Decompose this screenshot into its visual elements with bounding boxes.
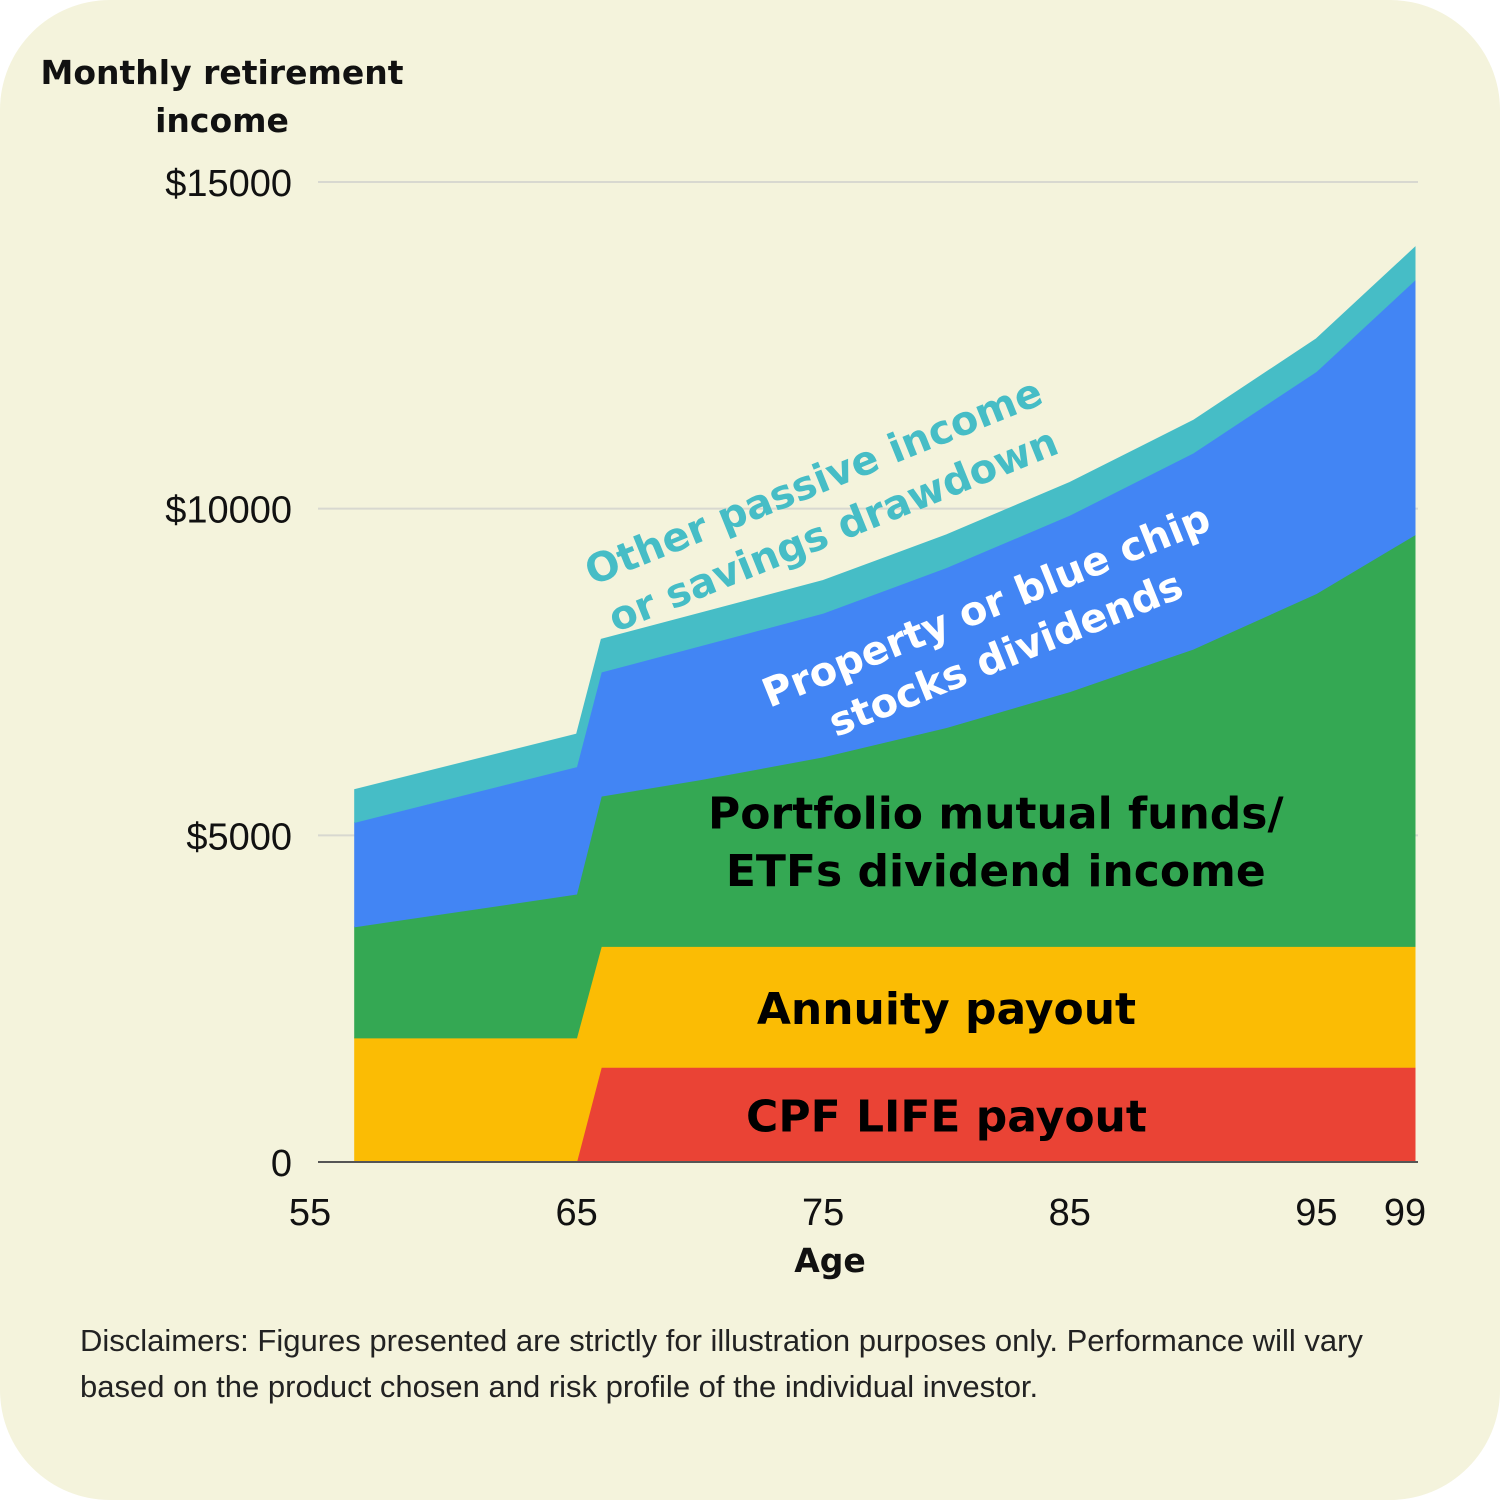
area-label-line: ETFs dividend income xyxy=(726,846,1266,897)
area-layer xyxy=(354,246,1416,1163)
y-tick-label: 0 xyxy=(271,1143,292,1185)
disclaimer-text: Disclaimers: Figures presented are stric… xyxy=(80,1323,1363,1404)
area-label-line: CPF LIFE payout xyxy=(746,1092,1147,1143)
area-label-line: Annuity payout xyxy=(757,984,1136,1035)
area-label-line: Portfolio mutual funds/ xyxy=(708,789,1284,840)
y-axis-title: income xyxy=(155,101,289,140)
x-tick-label: 95 xyxy=(1295,1192,1337,1234)
area-label-1: Annuity payout xyxy=(757,984,1136,1035)
axis-layer: 0 $5000 $10000 $15000 55 65 75 85 95 99 Monthly re… xyxy=(40,53,1426,1280)
area-series-4 xyxy=(354,246,1416,823)
area-label-0: CPF LIFE payout xyxy=(746,1092,1147,1143)
x-tick-label: 99 xyxy=(1384,1192,1426,1234)
y-tick-label: $5000 xyxy=(186,816,292,858)
x-tick-label: 65 xyxy=(555,1192,597,1234)
y-tick-label: $15000 xyxy=(165,163,292,205)
area-label-2: Portfolio mutual funds/ETFs dividend inc… xyxy=(708,789,1284,897)
x-tick-label: 55 xyxy=(289,1192,331,1234)
y-tick-label: $10000 xyxy=(165,490,292,532)
y-axis-title: Monthly retirement xyxy=(40,53,403,92)
x-tick-label: 85 xyxy=(1049,1192,1091,1234)
x-tick-label: 75 xyxy=(802,1192,844,1234)
x-axis-title: Age xyxy=(794,1241,866,1280)
